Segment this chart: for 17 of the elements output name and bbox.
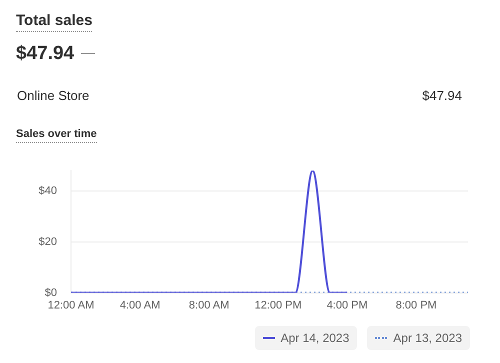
x-tick-label: 8:00 PM: [396, 299, 437, 312]
x-tick-label: 12:00 PM: [254, 299, 302, 312]
chart-subtitle: Sales over time: [16, 128, 97, 143]
chart-title: Total sales: [16, 12, 92, 32]
y-tick-label: $20: [38, 236, 57, 248]
legend-label: Apr 13, 2023: [393, 331, 462, 345]
text: —: [81, 44, 95, 60]
x-tick-label: 4:00 PM: [326, 299, 368, 312]
text: $47.94: [16, 43, 74, 65]
x-tick-label: 4:00 AM: [120, 299, 160, 312]
x-tick-label: 12:00 AM: [48, 299, 94, 312]
y-tick-label: $0: [44, 286, 57, 299]
x-tick-label: 8:00 AM: [188, 299, 230, 312]
y-tick-label: $40: [38, 185, 57, 197]
legend-label: Apr 14, 2023: [280, 331, 350, 345]
text: $47.94: [422, 88, 462, 103]
text: Online Store: [17, 88, 90, 103]
